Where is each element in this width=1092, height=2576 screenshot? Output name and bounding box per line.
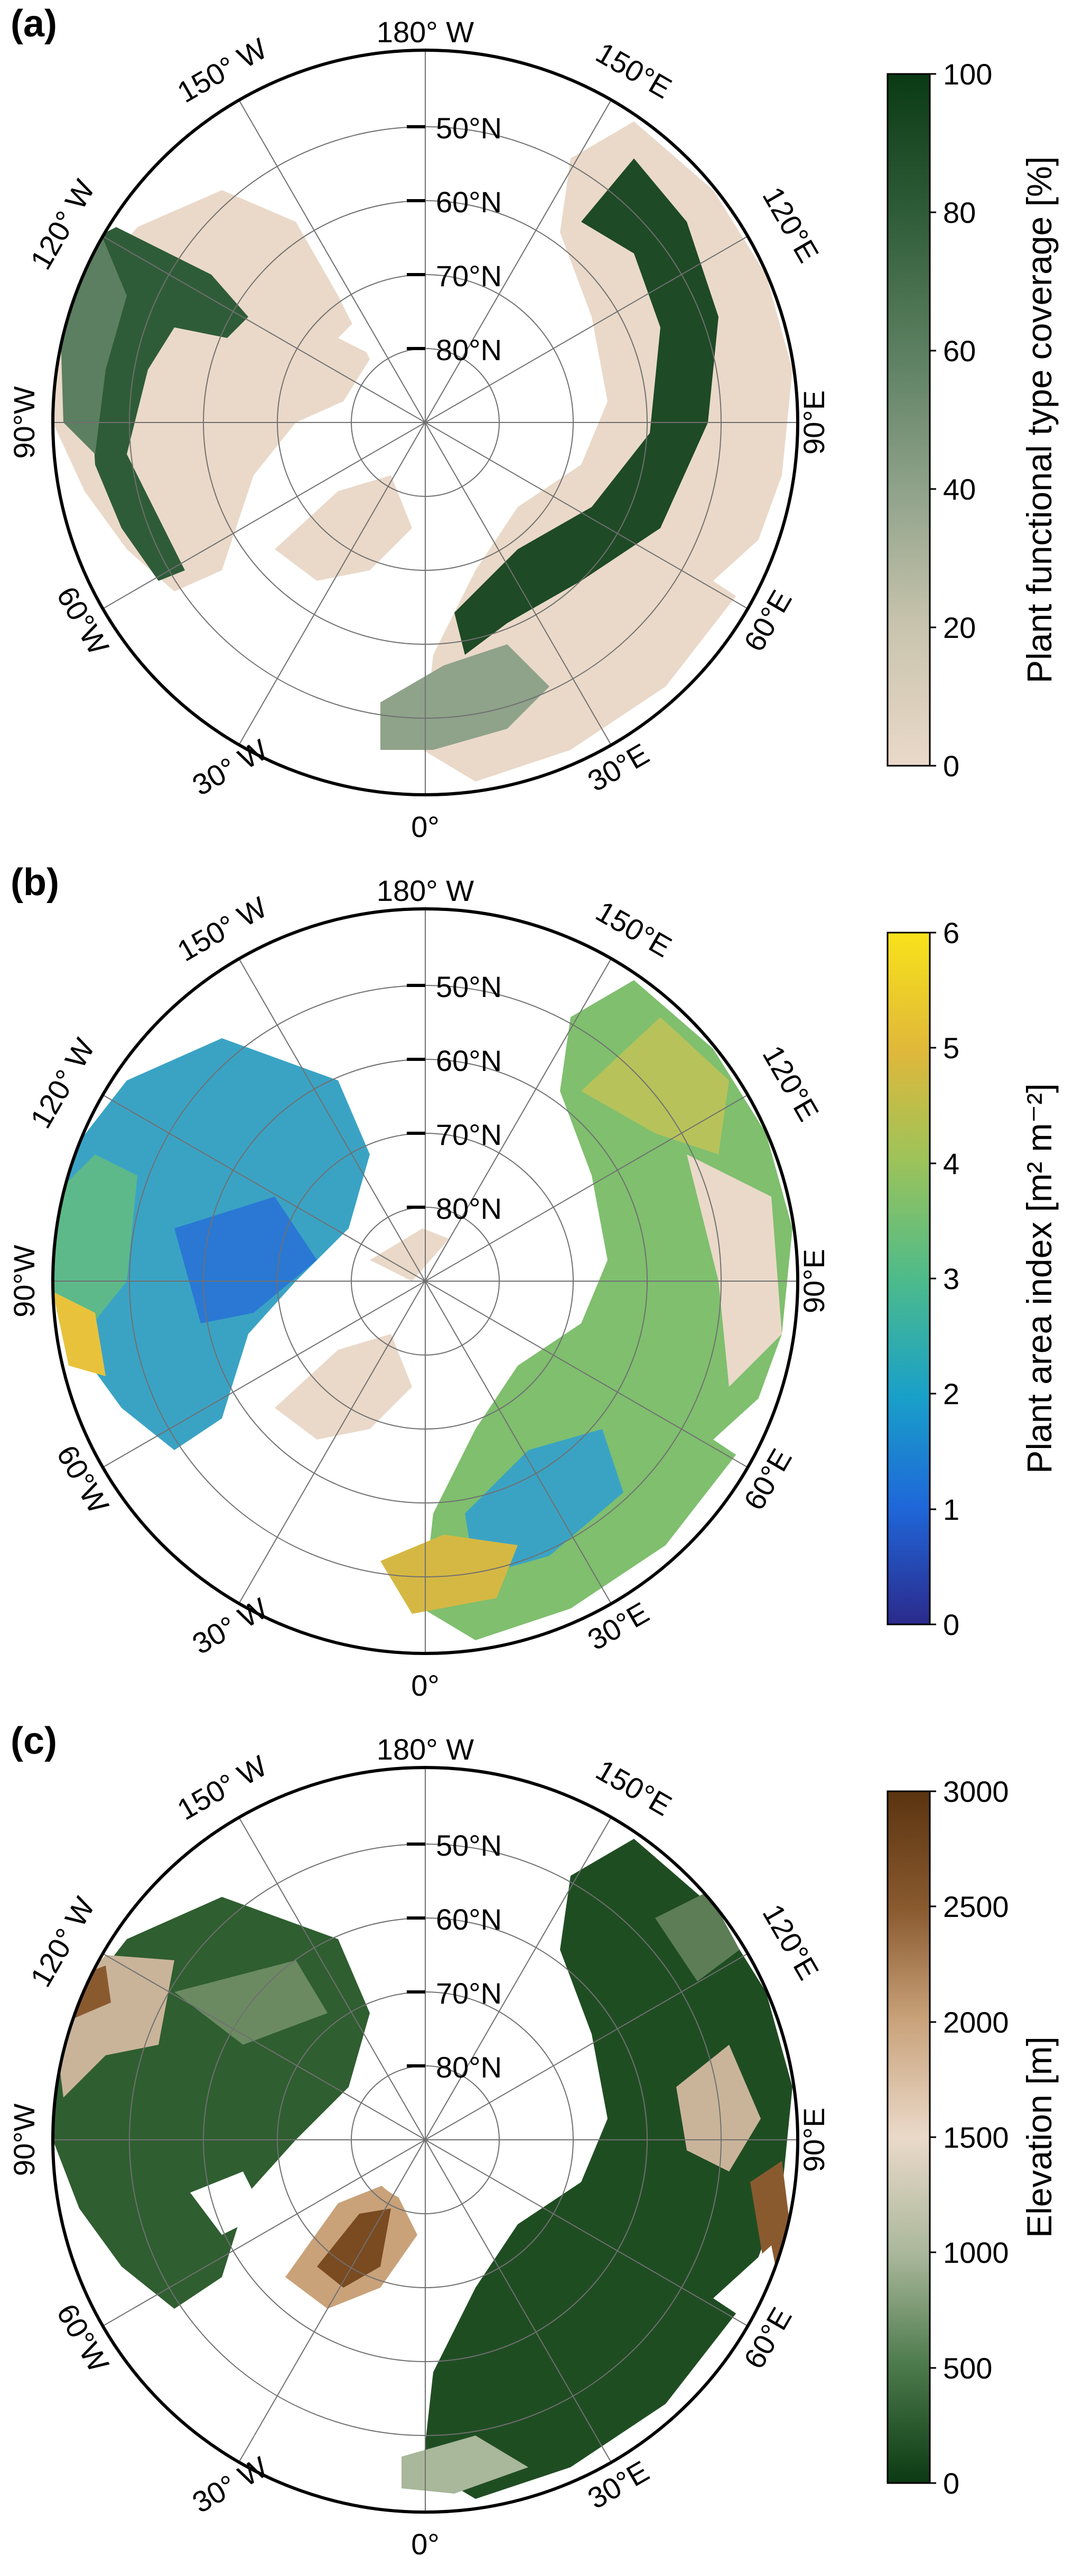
panel-c: (c) xyxy=(0,1717,1092,2576)
lat-label: 50°N xyxy=(436,111,502,145)
lon-label: 30°E xyxy=(582,1595,655,1657)
colorbar-label: Elevation [m] xyxy=(1020,2036,1059,2238)
colorbar-tick: 2500 xyxy=(943,1890,1009,1923)
land-coverage xyxy=(53,121,792,782)
panel-a: (a) xyxy=(0,0,1092,859)
colorbar-tick: 0 xyxy=(943,2467,959,2500)
lon-label: 150° W xyxy=(172,1749,273,1827)
lon-label: 120°E xyxy=(756,181,825,268)
lat-label: 50°N xyxy=(436,970,502,1003)
lon-label: 180° W xyxy=(377,1733,474,1766)
map-boundary xyxy=(51,1766,799,2514)
map-boundary xyxy=(51,907,799,1655)
lon-label: 0° xyxy=(411,1669,440,1702)
lon-label: 60°W xyxy=(50,1440,115,1519)
lon-label: 180° W xyxy=(377,874,474,907)
colorbar-tick: 20 xyxy=(943,611,976,644)
colorbar-tick: 5 xyxy=(943,1031,959,1065)
panel-letter: (b) xyxy=(11,861,59,904)
colorbar-tick: 60 xyxy=(943,334,976,368)
colorbar: 0 500 1000 1500 2000 2500 3000 Elevation… xyxy=(886,1775,1059,2500)
colorbar-tick: 80 xyxy=(943,196,976,229)
lat-label: 60°N xyxy=(436,185,502,219)
lon-label: 60°W xyxy=(50,2298,115,2378)
colorbar: 0 20 40 60 80 100 Plant functional type … xyxy=(886,58,1059,783)
polar-map: 50°N 60°N 70°N 80°N 180° W 0° 90°W 90°E … xyxy=(7,1733,1059,2561)
lon-label: 150° W xyxy=(172,32,273,109)
lat-label: 50°N xyxy=(436,1829,502,1862)
lon-label: 30° W xyxy=(186,1591,273,1660)
lat-label: 60°N xyxy=(436,1903,502,1936)
colorbar-label: Plant functional type coverage [%] xyxy=(1020,156,1059,683)
lon-label: 60°W xyxy=(50,581,115,661)
colorbar-label: Plant area index [m² m⁻²] xyxy=(1020,1083,1059,1473)
colorbar-tick: 3000 xyxy=(943,1775,1009,1808)
lat-label: 70°N xyxy=(436,1118,502,1151)
lat-label: 70°N xyxy=(436,259,502,293)
lon-label: 0° xyxy=(411,2527,440,2561)
colorbar-tick: 2000 xyxy=(943,2006,1009,2039)
lon-label: 90°E xyxy=(797,2108,830,2172)
lat-label: 60°N xyxy=(436,1044,502,1077)
elevation xyxy=(53,1839,792,2499)
colorbar-tick: 500 xyxy=(943,2352,992,2385)
lon-label: 120°E xyxy=(756,1898,825,1985)
panel-b: (b) xyxy=(0,859,1092,1717)
graticule xyxy=(53,1768,798,2512)
panel-letter: (c) xyxy=(11,1720,57,1762)
graticule xyxy=(53,909,798,1653)
panel-letter: (a) xyxy=(11,3,57,45)
colorbar-tick: 100 xyxy=(943,58,992,91)
colorbar-tick: 1000 xyxy=(943,2236,1009,2269)
map-boundary xyxy=(51,49,799,796)
colorbar: 0 1 2 3 4 5 6 Plant area index [m² m⁻²] xyxy=(886,916,1059,1641)
graticule xyxy=(53,50,798,795)
polar-map: 50°N 60°N 70°N 80°N 180° W 0° 90°W 90°E … xyxy=(7,874,1059,1702)
lon-label: 90°W xyxy=(7,2103,41,2176)
lon-label: 30° W xyxy=(186,732,273,802)
colorbar-tick: 1500 xyxy=(943,2121,1009,2154)
lon-label: 30°E xyxy=(582,2454,655,2515)
polar-map: 50°N 60°N 70°N 80°N 180° W 0° 90°W 90°E … xyxy=(7,15,1059,843)
colorbar-tick: 6 xyxy=(943,916,959,949)
lon-label: 30° W xyxy=(186,2450,273,2519)
lon-label: 120°E xyxy=(756,1040,825,1126)
colorbar-tick: 4 xyxy=(943,1147,959,1180)
lon-label: 30°E xyxy=(582,737,655,798)
lon-label: 90°W xyxy=(7,1245,41,1318)
colorbar-tick: 0 xyxy=(943,1608,959,1641)
colorbar-tick: 40 xyxy=(943,473,976,506)
lon-label: 150° W xyxy=(172,890,273,968)
lon-label: 90°E xyxy=(797,390,830,455)
lat-label: 80°N xyxy=(436,333,502,366)
colorbar-tick: 1 xyxy=(943,1493,959,1526)
lon-label: 180° W xyxy=(377,15,474,49)
lat-label: 80°N xyxy=(436,2051,502,2084)
colorbar-tick: 3 xyxy=(943,1262,959,1295)
lon-label: 0° xyxy=(411,810,440,843)
colorbar-tick: 0 xyxy=(943,749,959,783)
colorbar-tick: 2 xyxy=(943,1377,959,1411)
lon-label: 90°E xyxy=(797,1249,830,1313)
lat-label: 70°N xyxy=(436,1977,502,2010)
plant-area-index xyxy=(53,980,792,1640)
lat-label: 80°N xyxy=(436,1192,502,1225)
lon-label: 90°W xyxy=(7,386,41,459)
